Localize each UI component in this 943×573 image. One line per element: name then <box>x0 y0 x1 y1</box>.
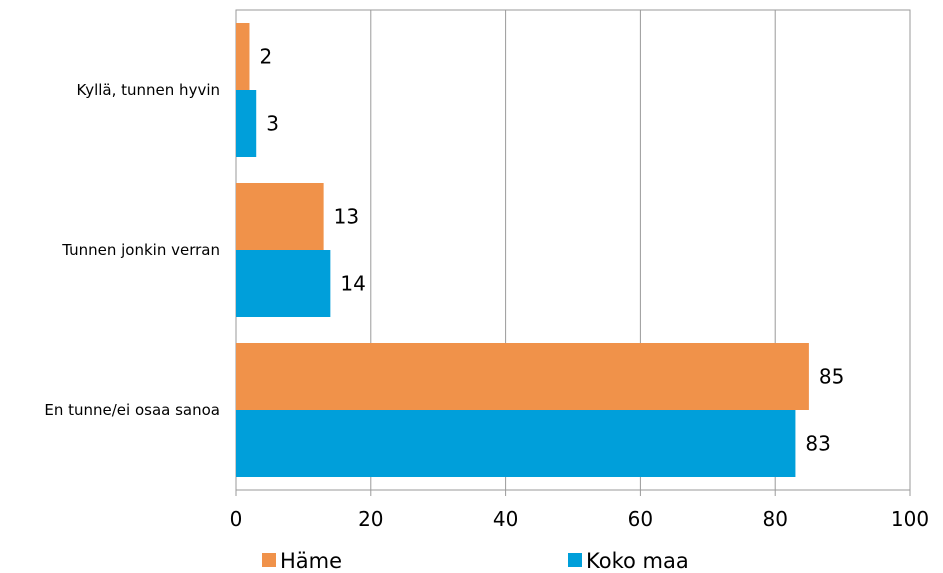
bar-koko-maa <box>236 90 257 157</box>
category-label: Tunnen jonkin verran <box>61 241 220 259</box>
data-label: 85 <box>819 365 844 389</box>
x-tick-label: 100 <box>891 507 929 531</box>
legend-label: Koko maa <box>586 549 689 573</box>
bar-koko-maa <box>236 250 331 317</box>
bars <box>236 23 809 477</box>
data-label: 13 <box>334 205 359 229</box>
category-labels: Kyllä, tunnen hyvin Tunnen jonkin verran E… <box>44 81 220 419</box>
x-tick-label: 60 <box>628 507 653 531</box>
bar-häme <box>236 23 250 90</box>
data-labels: 2 3 13 14 85 83 <box>259 45 844 456</box>
category-label: Kyllä, tunnen hyvin <box>76 81 220 99</box>
legend-swatch <box>262 553 276 567</box>
x-tick-label: 80 <box>762 507 787 531</box>
bar-häme <box>236 343 809 410</box>
category-label: En tunne/ei osaa sanoa <box>44 401 220 419</box>
data-label: 83 <box>805 432 830 456</box>
data-label: 3 <box>266 112 279 136</box>
legend-swatch <box>568 553 582 567</box>
legend-label: Häme <box>280 549 342 573</box>
x-tick-label: 0 <box>230 507 243 531</box>
bar-häme <box>236 183 324 250</box>
x-tick-label: 40 <box>493 507 518 531</box>
data-label: 2 <box>259 45 272 69</box>
x-tick-label: 20 <box>358 507 383 531</box>
bar-koko-maa <box>236 410 796 477</box>
x-axis-tick-labels: 0 20 40 60 80 100 <box>230 507 929 531</box>
legend: Häme Koko maa <box>262 549 689 573</box>
data-label: 14 <box>340 272 365 296</box>
